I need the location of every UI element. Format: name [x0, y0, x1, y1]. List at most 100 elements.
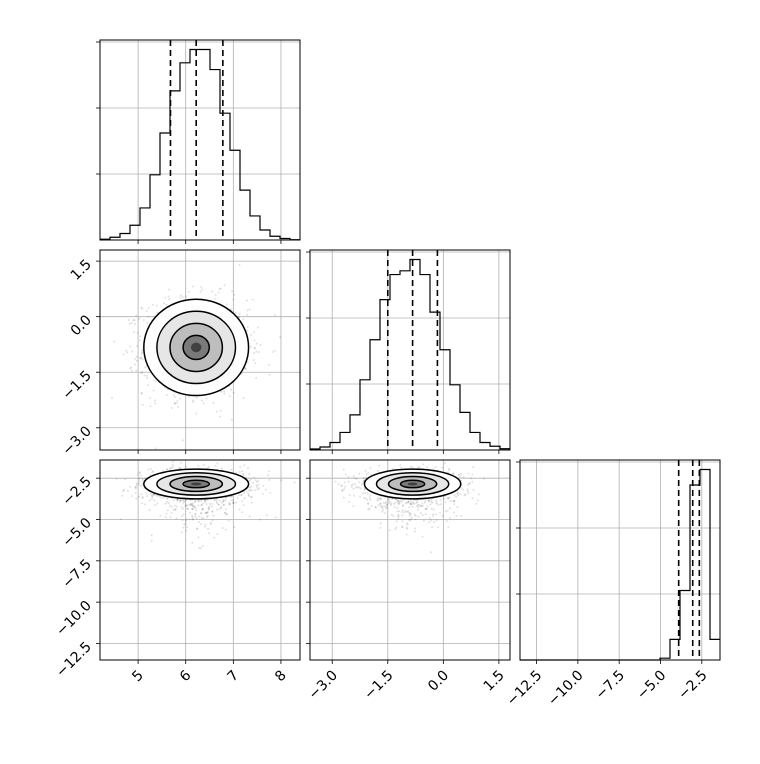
scatter-point: [135, 314, 138, 317]
scatter-point: [378, 497, 381, 500]
scatter-point: [165, 468, 168, 471]
scatter-point: [396, 507, 399, 510]
scatter-point: [246, 361, 249, 364]
scatter-point: [365, 476, 368, 479]
scatter-point: [255, 481, 258, 484]
scatter-point: [403, 511, 406, 514]
x-tick-label-p2: −10.0: [545, 668, 587, 710]
scatter-point: [443, 495, 446, 498]
scatter-point: [164, 502, 167, 505]
scatter-point: [407, 501, 410, 504]
density-level: [190, 482, 202, 486]
scatter-point: [184, 504, 187, 507]
scatter-point: [141, 403, 144, 406]
scatter-point: [191, 508, 194, 511]
scatter-point: [184, 523, 187, 526]
scatter-point: [395, 526, 398, 529]
scatter-point: [416, 505, 419, 508]
scatter-point: [164, 296, 167, 299]
scatter-point: [211, 519, 214, 522]
scatter-point: [202, 463, 205, 466]
scatter-point: [220, 467, 223, 470]
scatter-point: [397, 515, 400, 518]
scatter-point: [168, 297, 171, 300]
scatter-point: [390, 513, 393, 516]
scatter-point: [199, 523, 202, 526]
scatter-point: [191, 517, 194, 520]
scatter-point: [467, 472, 470, 475]
scatter-point: [341, 489, 344, 492]
scatter-point: [131, 350, 134, 353]
scatter-point: [352, 505, 355, 508]
scatter-point: [110, 397, 113, 400]
scatter-point: [385, 500, 388, 503]
scatter-point: [258, 518, 261, 521]
scatter-point: [341, 485, 344, 488]
scatter-point: [482, 477, 485, 480]
contour-line: [363, 468, 462, 500]
scatter-point: [130, 369, 133, 372]
scatter-point: [252, 481, 255, 484]
scatter-point: [354, 486, 357, 489]
scatter-point: [254, 361, 257, 364]
x-tick-label-p1: 0.0: [425, 668, 452, 695]
scatter-point: [113, 340, 116, 343]
scatter-point: [254, 346, 257, 349]
scatter-point: [378, 464, 381, 467]
scatter-point: [183, 500, 186, 503]
scatter-point: [152, 493, 155, 496]
scatter-point: [365, 473, 368, 476]
scatter-point: [382, 501, 385, 504]
scatter-point: [228, 502, 231, 505]
scatter-point: [452, 500, 455, 503]
scatter-point: [400, 466, 403, 469]
scatter-point: [449, 517, 452, 520]
scatter-point: [215, 498, 218, 501]
scatter-point: [223, 512, 226, 515]
scatter-point: [205, 502, 208, 505]
scatter-point: [259, 344, 262, 347]
scatter-point: [199, 512, 202, 515]
scatter-point: [365, 497, 368, 500]
scatter-point: [141, 496, 144, 499]
scatter-point: [174, 508, 177, 511]
scatter-point: [456, 492, 459, 495]
scatter-point: [421, 535, 424, 538]
scatter-point: [470, 477, 473, 480]
scatter-point: [201, 508, 204, 511]
scatter-point: [232, 502, 235, 505]
scatter-point: [165, 500, 168, 503]
y-tick-label-p2: −10.0: [53, 598, 95, 640]
scatter-point: [409, 501, 412, 504]
scatter-point: [445, 510, 448, 513]
scatter-point: [149, 405, 152, 408]
scatter-point: [176, 498, 179, 501]
scatter-point: [189, 502, 192, 505]
scatter-point: [202, 402, 205, 405]
scatter-point: [369, 466, 372, 469]
scatter-point: [347, 480, 350, 483]
scatter-point: [374, 506, 377, 509]
scatter-point: [170, 505, 173, 508]
scatter-point: [153, 399, 156, 402]
scatter-point: [426, 466, 429, 469]
scatter-point: [213, 499, 216, 502]
scatter-point: [376, 469, 379, 472]
scatter-point: [379, 502, 382, 505]
scatter-point: [154, 504, 157, 507]
scatter-point: [150, 497, 153, 500]
scatter-point: [411, 505, 414, 508]
scatter-point: [257, 479, 260, 482]
scatter-point: [191, 400, 194, 403]
scatter-point: [179, 296, 182, 299]
scatter-point: [267, 364, 270, 367]
scatter-point: [435, 499, 438, 502]
scatter-point: [219, 415, 222, 418]
scatter-point: [268, 373, 271, 376]
scatter-point: [166, 497, 169, 500]
scatter-point: [200, 516, 203, 519]
scatter-point: [245, 490, 248, 493]
scatter-point: [165, 303, 168, 306]
scatter-point: [242, 474, 245, 477]
scatter-point: [427, 498, 430, 501]
